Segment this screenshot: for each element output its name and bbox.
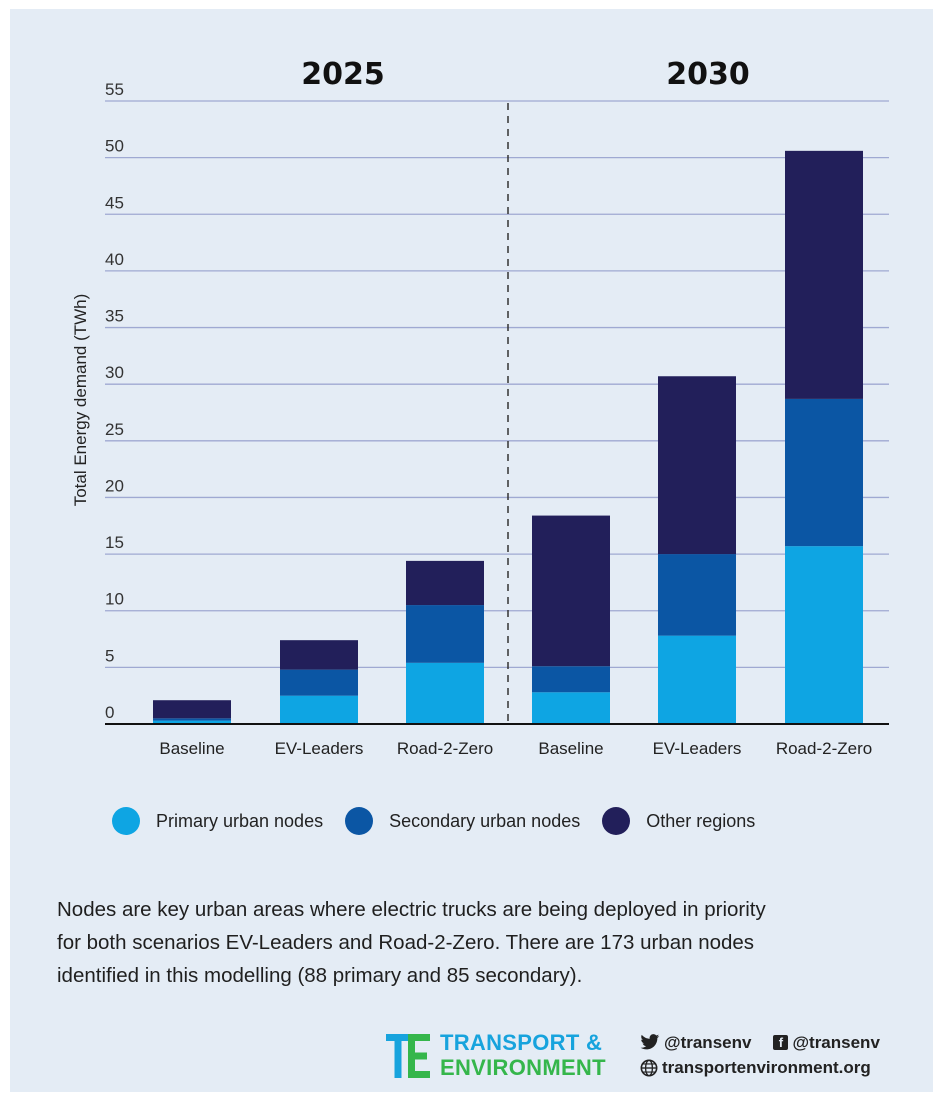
legend-item: Primary urban nodes [112, 807, 323, 835]
bar-segment [406, 605, 484, 663]
legend: Primary urban nodes Secondary urban nodes… [112, 806, 777, 836]
bar-segment [153, 720, 231, 724]
y-tick-label: 10 [105, 590, 124, 609]
legend-swatch [345, 807, 374, 835]
facebook-icon: f [773, 1035, 789, 1050]
bar-segment [153, 718, 231, 721]
y-tick-label: 55 [105, 80, 124, 99]
legend-item: Other regions [602, 807, 755, 835]
bar-segment [785, 546, 863, 724]
chart-panel [10, 9, 933, 1092]
gridlines [105, 100, 889, 669]
period-labels: 2025 2030 [301, 57, 750, 92]
period-label: 2030 [666, 57, 750, 92]
bar-segment [406, 662, 484, 724]
x-tick-label: Baseline [538, 739, 603, 758]
x-tick-label: EV-Leaders [275, 739, 364, 758]
y-tick-label: 30 [105, 363, 124, 382]
twitter-icon [640, 1034, 660, 1051]
bars [153, 150, 863, 724]
bar-segment [280, 669, 358, 696]
x-tick-label: Baseline [159, 739, 224, 758]
brand-name-line1: TRANSPORT & [440, 1030, 603, 1055]
social-links: @transenv f @transenv transportenvironme… [640, 1030, 880, 1080]
bar-segment [785, 150, 863, 399]
brand-logo: TRANSPORT & ENVIRONMENT [440, 1030, 606, 1080]
y-tick-label: 40 [105, 250, 124, 269]
te-logo-icon [386, 1034, 430, 1078]
caption-line: for both scenarios EV-Leaders and Road-2… [57, 931, 755, 954]
facebook-handle[interactable]: @transenv [792, 1032, 880, 1052]
period-label: 2025 [301, 57, 385, 92]
brand-name-line2: ENVIRONMENT [440, 1055, 606, 1080]
legend-swatch [112, 807, 140, 835]
caption: Nodes are key urban areas where electric… [57, 893, 917, 992]
bar-segment [406, 560, 484, 606]
y-tick-label: 5 [105, 646, 114, 665]
bar-segment [532, 666, 610, 693]
bar-segment [532, 692, 610, 724]
legend-label: Secondary urban nodes [389, 810, 581, 831]
bar-segment [658, 554, 736, 636]
website-link[interactable]: transportenvironment.org [662, 1057, 871, 1077]
x-tick-label: Road-2-Zero [776, 739, 872, 758]
caption-line: Nodes are key urban areas where electric… [57, 898, 766, 921]
legend-label: Primary urban nodes [156, 810, 324, 831]
bar-segment [153, 700, 231, 719]
y-tick-label: 0 [105, 703, 114, 722]
bar-segment [280, 640, 358, 670]
legend-item: Secondary urban nodes [345, 807, 580, 835]
bar-segment [785, 398, 863, 547]
caption-line: identified in this modelling (88 primary… [57, 964, 583, 987]
bar-segment [280, 695, 358, 724]
x-tick-label: EV-Leaders [653, 739, 742, 758]
footer: TRANSPORT & ENVIRONMENT @transenv f @tra… [386, 1030, 926, 1082]
x-axis-ticks: Baseline EV-Leaders Road-2-Zero Baseline EV-… [159, 739, 872, 758]
bar-segment [532, 515, 610, 667]
y-axis-ticks: 0 5 10 15 20 25 30 35 40 45 50 55 [105, 80, 124, 722]
y-tick-label: 25 [105, 420, 124, 439]
legend-label: Other regions [646, 810, 756, 831]
y-tick-label: 50 [105, 137, 124, 156]
globe-icon [640, 1059, 658, 1077]
y-tick-label: 45 [105, 193, 124, 212]
bar-segment [658, 376, 736, 555]
x-tick-label: Road-2-Zero [397, 739, 493, 758]
y-tick-label: 35 [105, 307, 124, 326]
bar-segment [658, 635, 736, 724]
y-axis-title: Total Energy demand (TWh) [71, 294, 90, 507]
y-tick-label: 20 [105, 476, 124, 495]
twitter-handle[interactable]: @transenv [664, 1032, 752, 1052]
legend-swatch [602, 807, 631, 835]
y-tick-label: 15 [105, 533, 124, 552]
